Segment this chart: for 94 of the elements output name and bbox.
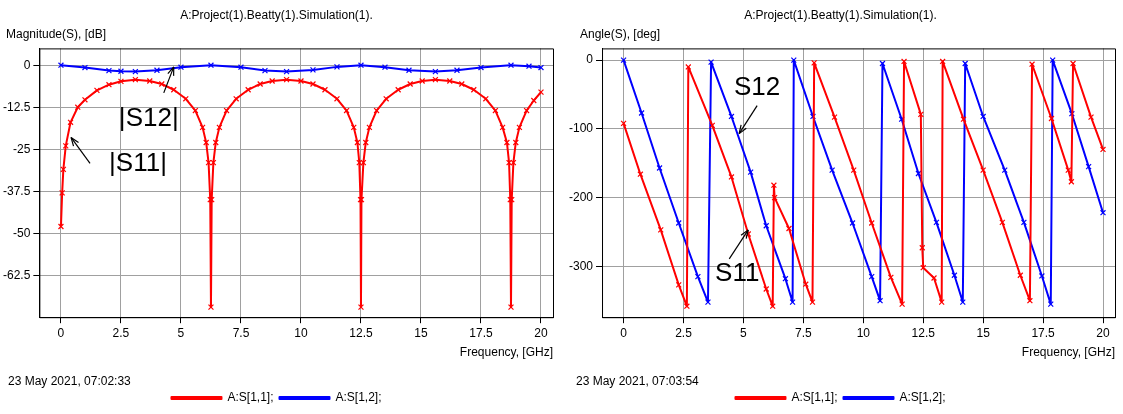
point (785, 225, 793, 232)
y-axis-title: Angle(S), [deg] (580, 27, 661, 41)
point (959, 299, 966, 306)
y-tick-label: -200 (568, 189, 594, 204)
point (849, 219, 856, 227)
point (933, 219, 940, 226)
point (685, 63, 692, 71)
point (656, 164, 663, 172)
annotation: |S11| (109, 146, 167, 177)
y-tick-label: -50 (13, 225, 31, 240)
point (1068, 178, 1075, 185)
y-tick-label: -100 (568, 121, 594, 136)
chart-title: A:Project(1).Beatty(1).Simulation(1). (180, 7, 373, 22)
point (1028, 61, 1036, 68)
point (1001, 167, 1008, 174)
text: 23 May 2021, 07:02:33 (8, 374, 131, 388)
point (831, 114, 838, 121)
x-tick-label: 5 (740, 325, 748, 340)
point (763, 285, 770, 293)
point (1099, 209, 1107, 216)
point (1099, 146, 1107, 153)
point (960, 116, 967, 123)
point (1069, 60, 1077, 67)
point (728, 173, 735, 181)
point (951, 272, 958, 279)
y-tick-label: -62.5 (2, 267, 31, 282)
point (675, 219, 682, 227)
x-tick-label: 2.5 (112, 325, 130, 340)
point (962, 60, 969, 67)
y-tick-label: -25 (13, 141, 31, 156)
point (637, 171, 644, 178)
point (920, 264, 927, 271)
chart-title: A:Project(1).Beatty(1).Simulation(1). (744, 7, 937, 22)
x-tick-label: 10 (856, 325, 871, 340)
point (770, 182, 777, 189)
legend-label: A:S[1,2]; (335, 390, 382, 405)
y-tick-label: -12.5 (2, 99, 31, 114)
point (887, 274, 894, 281)
point (694, 273, 701, 280)
x-tick-label: 2.5 (675, 325, 693, 340)
point (1049, 57, 1056, 64)
point (675, 281, 682, 288)
point (1020, 219, 1027, 226)
point (980, 113, 987, 120)
point (917, 111, 924, 118)
text: 23 May 2021, 07:03:54 (576, 374, 699, 388)
x-tick-label: 7.5 (232, 325, 250, 340)
point (638, 109, 645, 117)
x-axis-title: Frequency, [GHz] (1021, 345, 1115, 360)
point (657, 226, 664, 233)
annotation: S12 (734, 70, 781, 101)
x-tick-label: 0 (620, 325, 628, 340)
x-tick-label: 7.5 (795, 325, 813, 340)
legend-label: A:S[1,2]; (899, 390, 946, 405)
point (877, 297, 884, 304)
x-tick-label: 5 (177, 325, 185, 340)
annotation: S11 (715, 257, 760, 288)
x-tick-label: 0 (57, 325, 65, 340)
point (620, 120, 627, 127)
x-tick-label: 17.5 (1031, 325, 1056, 340)
y-axis-title: Magnitude(S), [dB] (6, 27, 107, 41)
x-tick-label: 12.5 (349, 325, 373, 340)
point (790, 57, 797, 64)
y-tick-label: 0 (23, 57, 31, 72)
x-tick-label: 20 (1096, 325, 1111, 340)
point (868, 219, 875, 227)
point (1047, 301, 1054, 308)
point (900, 58, 908, 65)
x-tick-label: 15 (976, 325, 991, 340)
point (1026, 297, 1033, 304)
point (769, 303, 776, 310)
y-tick-label: -37.5 (2, 183, 31, 198)
annotation: |S12| (118, 102, 179, 133)
legend-label: A:S[1,1]; (227, 390, 274, 405)
point (747, 169, 754, 176)
point (709, 122, 716, 129)
point (938, 299, 945, 306)
x-tick-label: 20 (534, 325, 548, 340)
point (620, 57, 627, 64)
x-tick-label: 17.5 (469, 325, 493, 340)
point (939, 58, 946, 65)
x-tick-label: 10 (294, 325, 308, 340)
x-axis-title: Frequency, [GHz] (459, 345, 553, 360)
point (1087, 114, 1095, 121)
legend-label: A:S[1,1]; (791, 390, 838, 405)
point (782, 275, 789, 282)
x-tick-label: 15 (414, 325, 428, 340)
point (850, 167, 857, 174)
y-tick-label: 0 (586, 52, 594, 67)
point (1065, 167, 1072, 174)
point (809, 299, 816, 306)
y-tick-label: -300 (568, 258, 594, 273)
point (789, 299, 796, 306)
x-tick-label: 12.5 (911, 325, 936, 340)
